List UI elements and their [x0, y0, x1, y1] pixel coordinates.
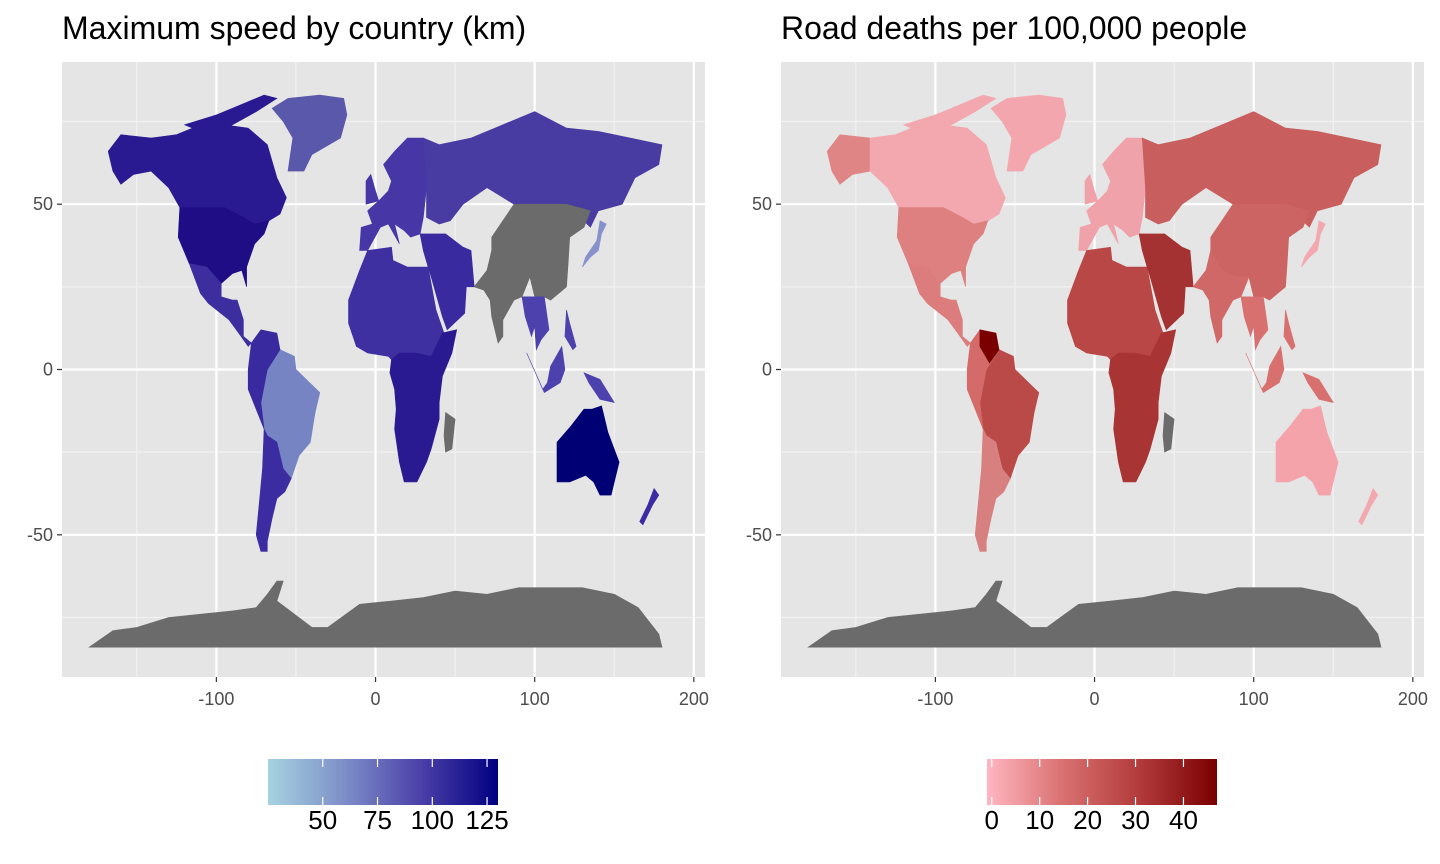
x-tick-label: 0: [371, 689, 381, 709]
country-region-russia: [1141, 111, 1382, 228]
x-tick-label: -100: [198, 689, 234, 709]
country-region-madagascar: [443, 411, 456, 453]
y-tick-label: 50: [33, 194, 53, 214]
country-region-new-guinea: [583, 372, 615, 404]
country-region-sumatra-borneo: [526, 345, 566, 394]
country-region-new-guinea: [1302, 372, 1334, 404]
legend-colorbar: [987, 759, 1217, 805]
country-region-philippines: [1283, 309, 1296, 351]
land-layer: [807, 94, 1382, 648]
country-region-africa-south: [389, 329, 458, 483]
deaths-panel-title: Road deaths per 100,000 people: [781, 10, 1248, 46]
country-region-argentina-chile: [974, 428, 1011, 552]
legend-tick-label: 40: [1169, 805, 1198, 835]
y-tick-label: 0: [43, 360, 53, 380]
country-region-greenland: [271, 94, 348, 172]
country-region-australia: [1275, 405, 1339, 496]
legend-tick-label: 10: [1025, 805, 1054, 835]
x-tick-label: 0: [1090, 689, 1100, 709]
country-region-russia: [422, 111, 663, 228]
country-region-japan: [1301, 220, 1326, 268]
legend-tick-label: 30: [1121, 805, 1150, 835]
x-tick-label: -100: [917, 689, 953, 709]
legend-tick-label: 20: [1073, 805, 1102, 835]
country-region-sumatra-borneo: [1245, 345, 1285, 394]
country-region-madagascar: [1162, 411, 1175, 453]
country-region-australia: [556, 405, 620, 496]
country-region-southeast-asia: [1240, 296, 1269, 351]
deaths-legend: 0 10 20 30 40: [985, 759, 1217, 835]
country-region-africa-south: [1108, 329, 1177, 483]
legend-colorbar: [268, 759, 498, 805]
country-region-philippines: [564, 309, 577, 351]
country-region-uk: [1084, 173, 1099, 205]
country-region-uk: [365, 173, 380, 205]
x-tick-label: 200: [1398, 689, 1428, 709]
legend-tick-label: 50: [308, 805, 337, 835]
legend-tick-label: 125: [465, 805, 508, 835]
country-region-mexico-central: [907, 263, 971, 347]
y-tick-label: -50: [27, 525, 53, 545]
country-region-southeast-asia: [521, 296, 550, 351]
speed-map-panel: -100 0 100 200 50 0 -50: [27, 62, 709, 709]
y-tick-label: -50: [746, 525, 772, 545]
x-tick-label: 100: [1239, 689, 1269, 709]
deaths-map-panel: -100 0 100 200 50 0 -50: [746, 62, 1428, 709]
country-region-canada-islands: [183, 94, 278, 136]
country-region-india: [473, 249, 531, 344]
legend-tick-label: 75: [363, 805, 392, 835]
country-region-mexico-central: [188, 263, 252, 347]
land-layer: [88, 94, 663, 648]
country-region-japan: [582, 220, 607, 268]
legend-tick-label: 0: [985, 805, 999, 835]
country-region-india: [1192, 249, 1250, 344]
country-region-antarctica: [88, 580, 663, 648]
speed-panel-title: Maximum speed by country (km): [62, 10, 527, 46]
x-tick-label: 100: [520, 689, 550, 709]
country-region-middle-east: [419, 233, 475, 331]
country-region-new-zealand: [1358, 487, 1379, 526]
country-region-south-america-west: [247, 329, 281, 430]
x-tick-label: 200: [679, 689, 709, 709]
speed-legend: 50 75 100 125: [268, 759, 509, 835]
country-region-antarctica: [807, 580, 1382, 648]
legend-tick-label: 100: [411, 805, 454, 835]
y-tick-label: 50: [752, 194, 772, 214]
country-region-alaska: [107, 134, 152, 185]
country-region-venezuela: [979, 329, 1000, 364]
country-region-canada-islands: [902, 94, 997, 136]
country-region-argentina-chile: [255, 428, 292, 552]
country-region-middle-east: [1138, 233, 1194, 331]
country-region-greenland: [990, 94, 1067, 172]
country-region-alaska: [826, 134, 871, 185]
y-tick-label: 0: [762, 360, 772, 380]
country-region-new-zealand: [639, 487, 660, 526]
